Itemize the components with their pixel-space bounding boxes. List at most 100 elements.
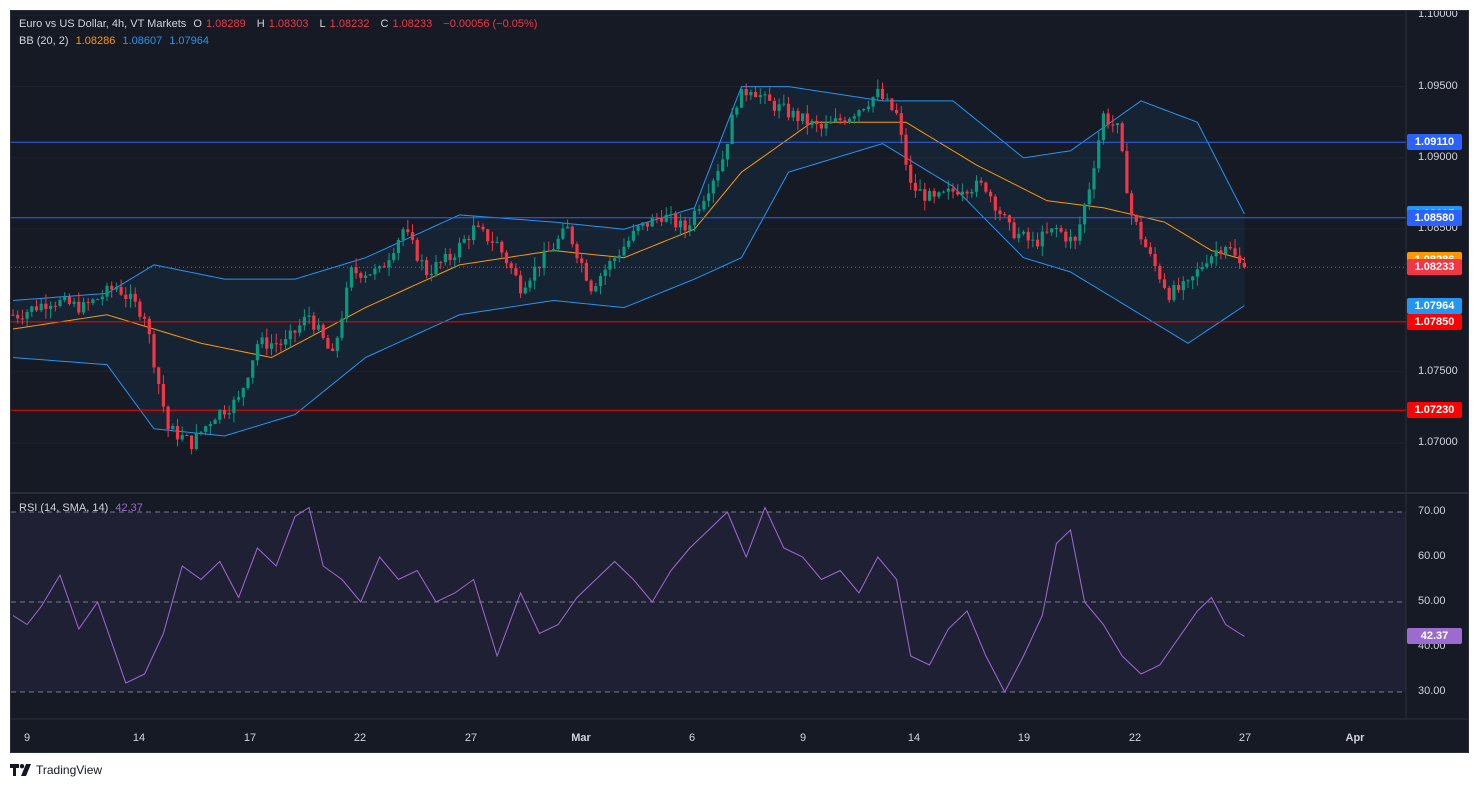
- price-tag: 1.08580: [1407, 209, 1462, 226]
- candle-body: [1158, 265, 1162, 280]
- candle-body: [707, 193, 711, 201]
- price-axis-label: 1.10000: [1418, 10, 1458, 21]
- candle-body: [251, 360, 255, 378]
- candle-body: [899, 113, 903, 135]
- candle-body: [481, 226, 485, 230]
- candle-body: [805, 113, 809, 125]
- candle-body: [208, 424, 212, 427]
- candle-body: [810, 120, 814, 125]
- candle-body: [730, 114, 734, 145]
- bb-legend[interactable]: BB (20, 2) 1.08286 1.08607 1.07964: [19, 35, 213, 47]
- candle-body: [114, 286, 118, 290]
- candle-body: [44, 303, 48, 309]
- change-label: −0.00056 (−0.05%): [443, 18, 538, 30]
- candle-body: [989, 191, 993, 197]
- candle-body: [829, 121, 833, 124]
- candle-body: [880, 88, 885, 100]
- candle-body: [227, 413, 231, 415]
- candle-body: [387, 260, 391, 268]
- candle-body: [678, 220, 682, 228]
- candle-body: [890, 98, 894, 110]
- candle-body: [791, 110, 795, 118]
- candle-body: [627, 240, 631, 247]
- candle-body: [420, 260, 424, 262]
- candle-body: [833, 118, 838, 122]
- candle-body: [754, 92, 758, 98]
- candle-body: [613, 258, 617, 261]
- candle-body: [326, 337, 330, 349]
- candle-body: [157, 367, 161, 385]
- candle-body: [439, 262, 443, 264]
- candle-body: [1106, 113, 1110, 125]
- candle-body: [641, 222, 645, 226]
- candle-body: [650, 217, 654, 227]
- candle-body: [91, 299, 95, 304]
- candle-body: [232, 399, 236, 414]
- candle-body: [124, 294, 128, 300]
- candle-body: [1148, 247, 1152, 254]
- candle-body: [1130, 193, 1134, 216]
- price-axis-label: 1.09500: [1418, 79, 1458, 92]
- candle-body: [302, 316, 306, 326]
- candle-body: [476, 225, 480, 227]
- candle-body: [913, 182, 917, 191]
- time-axis-label: 27: [464, 732, 478, 744]
- candle-body: [396, 239, 400, 254]
- candle-body: [608, 260, 612, 270]
- candle-body: [138, 301, 142, 317]
- candle-body: [566, 226, 570, 229]
- candle-body: [218, 409, 222, 420]
- candle-body: [1200, 266, 1204, 270]
- candle-body: [1017, 233, 1021, 239]
- time-axis-label: 22: [353, 732, 367, 744]
- candle-body: [1111, 124, 1115, 126]
- candle-body: [349, 267, 353, 288]
- candle-body: [81, 302, 86, 313]
- candle-body: [392, 253, 396, 261]
- tradingview-logo-icon: [10, 764, 31, 776]
- candle-body: [866, 106, 870, 110]
- candle-body: [1125, 151, 1129, 194]
- candle-body: [801, 113, 805, 122]
- candle-body: [39, 303, 43, 311]
- price-axis-label: 1.09000: [1418, 150, 1458, 163]
- candle-body: [1205, 263, 1209, 267]
- candle-body: [655, 217, 659, 219]
- main-legend: Euro vs US Dollar, 4h, VT Markets O 1.082…: [19, 18, 541, 30]
- candle-body: [1087, 189, 1091, 205]
- candle-body: [796, 110, 800, 122]
- candle-body: [974, 180, 979, 192]
- candle-body: [378, 266, 382, 269]
- rsi-axis-label: 60.00: [1418, 550, 1446, 562]
- candle-body: [1238, 255, 1242, 264]
- candle-body: [147, 318, 151, 335]
- candle-body: [739, 88, 744, 108]
- candle-body: [537, 266, 541, 269]
- chart-canvas[interactable]: [11, 11, 1469, 753]
- rsi-legend[interactable]: RSI (14, SMA, 14) 42.37: [19, 502, 147, 514]
- candle-body: [425, 260, 429, 276]
- candle-body: [241, 388, 245, 398]
- candle-body: [725, 144, 729, 160]
- candle-body: [1021, 231, 1026, 234]
- price-tag: 1.09110: [1407, 134, 1462, 151]
- candle-body: [871, 97, 875, 107]
- candle-body: [960, 191, 964, 195]
- candle-body: [819, 124, 823, 129]
- candle-body: [575, 244, 579, 259]
- bb-basis-line: [12, 121, 1245, 359]
- candle-body: [110, 285, 114, 290]
- candle-body: [1040, 231, 1044, 247]
- candle-body: [824, 123, 828, 129]
- candle-body: [175, 426, 180, 440]
- chart-frame[interactable]: Euro vs US Dollar, 4h, VT Markets O 1.082…: [10, 10, 1469, 753]
- candle-body: [923, 189, 927, 201]
- candle-body: [1031, 239, 1035, 241]
- rsi-line: [12, 506, 1245, 694]
- candle-body: [528, 280, 532, 288]
- candle-body: [180, 435, 184, 440]
- candle-body: [984, 182, 988, 192]
- price-tag: 1.07964: [1407, 297, 1462, 314]
- rsi-label: RSI (14, SMA, 14): [19, 502, 109, 514]
- candle-body: [815, 120, 819, 125]
